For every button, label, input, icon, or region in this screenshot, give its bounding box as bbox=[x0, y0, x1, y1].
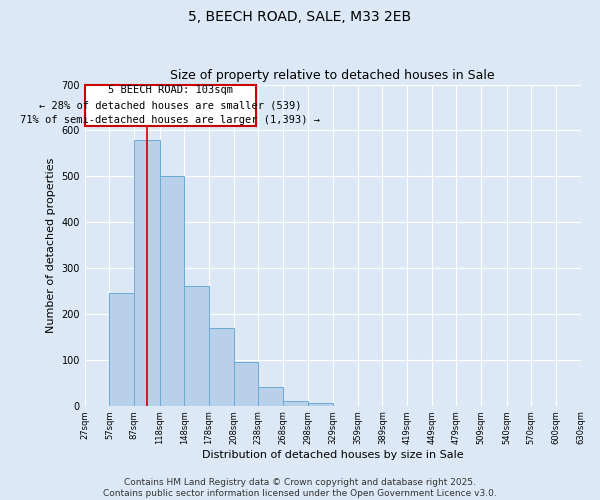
Bar bbox=[109, 294, 134, 406]
Bar bbox=[209, 328, 233, 406]
Bar bbox=[258, 388, 283, 406]
Title: Size of property relative to detached houses in Sale: Size of property relative to detached ho… bbox=[170, 69, 495, 82]
Text: 5, BEECH ROAD, SALE, M33 2EB: 5, BEECH ROAD, SALE, M33 2EB bbox=[188, 10, 412, 24]
Bar bbox=[283, 401, 308, 406]
Bar bbox=[160, 176, 184, 406]
Text: Contains HM Land Registry data © Crown copyright and database right 2025.
Contai: Contains HM Land Registry data © Crown c… bbox=[103, 478, 497, 498]
X-axis label: Distribution of detached houses by size in Sale: Distribution of detached houses by size … bbox=[202, 450, 463, 460]
Bar bbox=[184, 286, 209, 406]
Bar bbox=[134, 140, 160, 406]
Bar bbox=[233, 362, 258, 406]
Text: 5 BEECH ROAD: 103sqm
← 28% of detached houses are smaller (539)
71% of semi-deta: 5 BEECH ROAD: 103sqm ← 28% of detached h… bbox=[20, 86, 320, 125]
Bar bbox=[308, 404, 333, 406]
Y-axis label: Number of detached properties: Number of detached properties bbox=[46, 158, 56, 333]
FancyBboxPatch shape bbox=[85, 84, 256, 126]
